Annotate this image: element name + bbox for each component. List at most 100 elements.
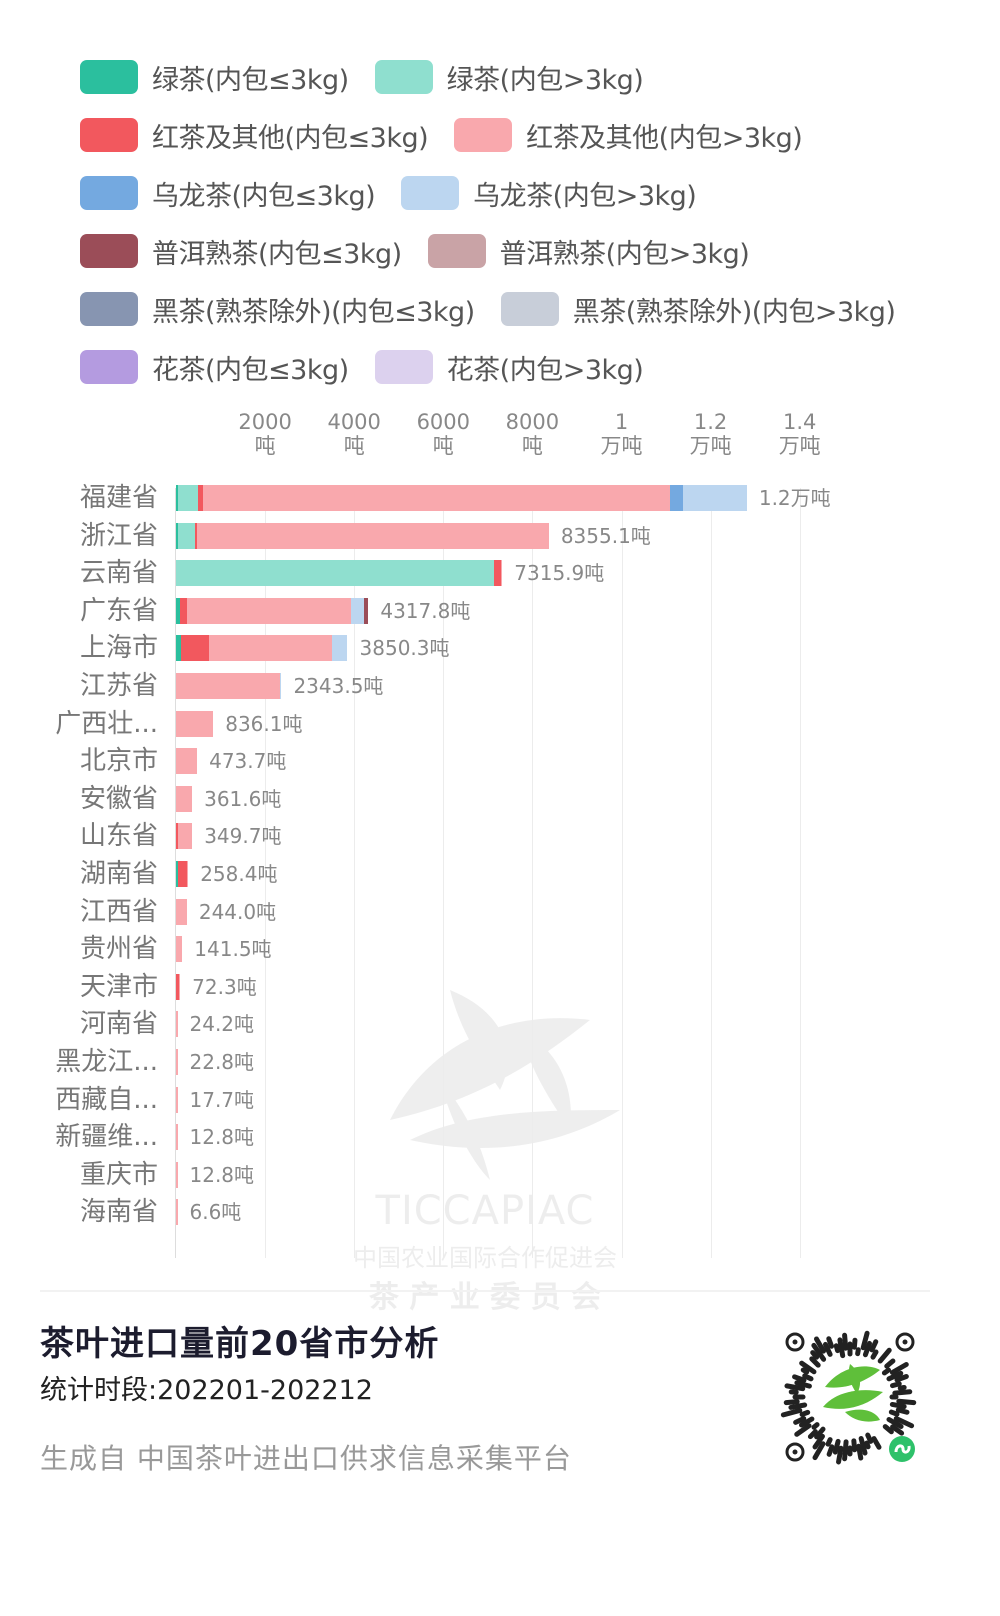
bar-segment[interactable] [176,748,198,775]
stacked-bar[interactable] [176,597,369,624]
bar-segment[interactable] [279,673,282,699]
wechat-mini-program-qr-icon[interactable] [765,1312,935,1482]
bar-segment[interactable] [178,973,181,1000]
watermark-org-line1: 中国农业国际合作促进会 [353,1244,617,1272]
bar-segment[interactable] [331,635,348,662]
bar-total-label: 8355.1吨 [560,523,651,548]
legend-label: 花茶(内包≤3kg) [152,354,349,386]
stacked-bar[interactable] [176,485,747,511]
gridline [443,488,445,1258]
stacked-bar[interactable] [176,1161,178,1188]
bar-segment[interactable] [177,861,187,887]
category-label: 江西省 [79,896,158,927]
legend-item[interactable]: 乌龙茶(内包≤3kg) [80,174,376,213]
category-label: 北京市 [79,746,158,777]
legend-item[interactable]: 普洱熟茶(内包>3kg) [427,232,750,271]
bar-segment[interactable] [180,635,209,662]
bar-segment[interactable] [176,673,280,699]
legend-item[interactable]: 绿茶(内包≤3kg) [80,58,349,97]
bar-segment[interactable] [186,597,351,624]
bar-segment[interactable] [176,635,181,662]
bar-segment[interactable] [196,522,549,549]
bar-segment[interactable] [176,1011,178,1038]
bar-segment[interactable] [179,597,187,624]
bar-segment[interactable] [176,973,179,1000]
stacked-bar[interactable] [176,936,183,963]
legend-item[interactable]: 绿茶(内包>3kg) [374,58,644,97]
bar-segment[interactable] [195,522,197,549]
bar-segment[interactable] [176,861,178,887]
bar-segment[interactable] [176,1086,178,1113]
category-label: 湖南省 [79,859,158,889]
stacked-bar[interactable] [176,1086,178,1113]
bar-segment[interactable] [176,597,180,624]
bar-segment[interactable] [350,597,365,624]
category-label: 上海市 [79,633,158,664]
stacked-bar[interactable] [176,823,193,850]
legend-item[interactable]: 红茶及其他(内包>3kg) [454,116,803,155]
stacked-bar[interactable] [176,785,193,812]
bar-segment[interactable] [176,560,495,587]
stacked-bar[interactable] [176,898,187,925]
category-label: 安徽省 [79,783,158,814]
legend-swatch-icon [454,118,513,152]
bar-total-label: 72.3吨 [192,974,257,999]
bar-total-label: 4317.8吨 [380,598,471,623]
stacked-bar[interactable] [176,748,198,775]
bar-segment[interactable] [682,485,747,511]
bar-segment[interactable] [364,597,369,624]
gridline [532,488,534,1258]
bar-segment[interactable] [177,522,196,549]
stacked-bar[interactable] [176,861,189,887]
legend-label: 黑茶(熟茶除外)(内包≤3kg) [152,296,475,328]
stacked-bar[interactable] [176,522,549,549]
x-axis-tick-label: 1.4 万吨 [760,410,840,458]
bar-segment[interactable] [176,1049,178,1075]
bar-segment[interactable] [176,936,183,963]
bar-segment[interactable] [176,1161,178,1188]
bar-segment[interactable] [176,710,214,737]
bar-segment[interactable] [176,823,178,850]
stacked-bar[interactable] [176,1049,178,1075]
legend-item[interactable]: 花茶(内包>3kg) [374,348,644,387]
legend-item[interactable]: 红茶及其他(内包≤3kg) [80,116,429,155]
bar-segment[interactable] [208,635,332,662]
bar-segment[interactable] [176,898,187,925]
stacked-bar[interactable] [176,1124,178,1151]
tick-unit: 万吨 [689,434,732,458]
stacked-bar[interactable] [176,560,503,587]
gridline [265,488,267,1258]
bar-segment[interactable] [176,1124,178,1151]
tick-value: 8000 [505,410,560,434]
legend-label: 乌龙茶(内包>3kg) [473,180,697,212]
stacked-bar[interactable] [176,1011,178,1038]
stacked-bar[interactable] [176,710,214,737]
bar-segment[interactable] [197,485,204,511]
legend-item[interactable]: 花茶(内包≤3kg) [80,348,349,387]
bar-segment[interactable] [176,485,178,511]
bar-segment[interactable] [669,485,683,511]
legend-item[interactable]: 黑茶(熟茶除外)(内包≤3kg) [80,290,475,329]
stacked-bar[interactable] [176,1199,178,1226]
tick-value: 1.4 [782,410,817,434]
bar-total-label: 12.8吨 [189,1162,255,1187]
stacked-bar[interactable] [176,635,348,662]
bar-segment[interactable] [176,522,178,549]
bar-segment[interactable] [203,485,670,511]
bar-segment[interactable] [176,1199,178,1226]
stacked-bar[interactable] [176,973,181,1000]
bar-segment[interactable] [177,485,198,511]
legend-item[interactable]: 普洱熟茶(内包≤3kg) [80,232,402,271]
bar-segment[interactable] [500,560,503,587]
bar-segment[interactable] [186,861,189,887]
legend-item[interactable]: 乌龙茶(内包>3kg) [401,174,697,213]
stacked-bar[interactable] [176,673,282,699]
bar-row: 福建省 1.2万吨 [0,479,1000,517]
bar-segment[interactable] [176,785,193,812]
legend-swatch-icon [374,350,433,384]
bar-segment[interactable] [494,560,501,587]
watermark-org-line2: 茶 产 业 委 员 会 [368,1280,602,1315]
legend-label: 花茶(内包>3kg) [446,354,644,386]
legend-item[interactable]: 黑茶(熟茶除外)(内包>3kg) [500,290,896,329]
bar-segment[interactable] [177,823,193,850]
